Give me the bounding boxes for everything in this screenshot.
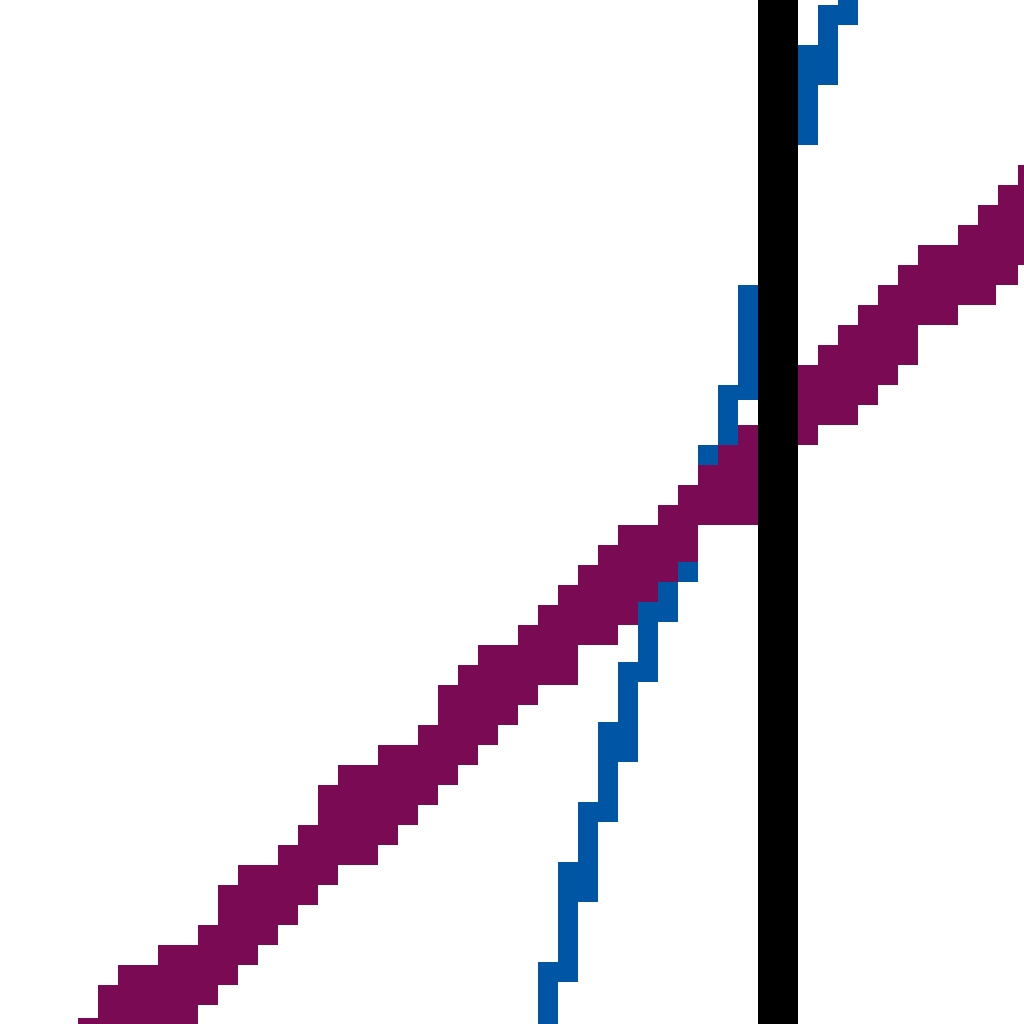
purple-line-segment	[718, 445, 758, 465]
purple-line-segment	[418, 725, 498, 745]
purple-line-segment	[118, 965, 238, 985]
blue-line-segment	[598, 742, 618, 822]
purple-line-segment	[878, 285, 996, 305]
purple-line-segment	[318, 785, 438, 805]
purple-line-segment	[598, 545, 698, 565]
purple-line-segment	[618, 525, 698, 545]
blue-line-segment	[558, 882, 578, 962]
blue-line-segment	[838, 0, 858, 25]
purple-line-segment	[898, 265, 1018, 285]
purple-line-segment	[158, 945, 258, 965]
blue-line-segment	[638, 602, 658, 682]
blue-line-segment	[718, 385, 738, 445]
purple-line-segment	[838, 325, 918, 345]
purple-line-segment	[78, 1018, 178, 1024]
purple-line-segment	[798, 365, 898, 385]
purple-line-segment	[818, 345, 918, 365]
purple-line-segment	[438, 685, 538, 705]
blue-line-segment	[698, 445, 718, 465]
purple-line-segment	[518, 625, 618, 645]
purple-line-segment	[338, 765, 458, 785]
purple-line-segment	[798, 385, 878, 405]
purple-diagonal-line	[78, 165, 1024, 1024]
purple-line-segment	[1018, 165, 1024, 185]
purple-line-segment	[318, 805, 418, 825]
blue-line-segment	[538, 962, 558, 1024]
purple-line-segment	[458, 665, 578, 685]
blue-line-segment	[798, 45, 818, 145]
purple-line-segment	[998, 185, 1024, 205]
purple-line-segment	[978, 205, 1024, 225]
purple-line-segment	[538, 605, 638, 625]
purple-line-segment	[798, 405, 858, 425]
purple-line-segment	[958, 225, 1024, 245]
purple-line-segment	[478, 645, 578, 665]
purple-line-segment	[918, 245, 1024, 265]
purple-line-segment	[858, 305, 958, 325]
purple-line-segment	[558, 585, 658, 605]
purple-line-segment	[578, 565, 678, 585]
purple-line-segment	[298, 825, 398, 845]
purple-line-segment	[238, 865, 338, 885]
purple-line-segment	[438, 705, 518, 725]
purple-line-segment	[658, 505, 758, 525]
blue-line-segment	[658, 582, 678, 622]
vertical-black-bar	[758, 0, 798, 1024]
purple-line-segment	[218, 885, 318, 905]
purple-line-segment	[218, 905, 298, 925]
purple-line-segment	[378, 745, 478, 765]
purple-line-segment	[198, 925, 278, 945]
blue-jagged-line	[538, 0, 858, 1024]
purple-line-segment	[98, 985, 218, 1005]
purple-line-segment	[678, 485, 758, 505]
purple-line-segment	[698, 465, 758, 485]
blue-line-segment	[678, 562, 698, 582]
blue-line-segment	[738, 285, 758, 400]
vertical-black-bar-body	[758, 0, 798, 1024]
blue-line-segment	[818, 5, 838, 85]
purple-line-segment	[278, 845, 378, 865]
